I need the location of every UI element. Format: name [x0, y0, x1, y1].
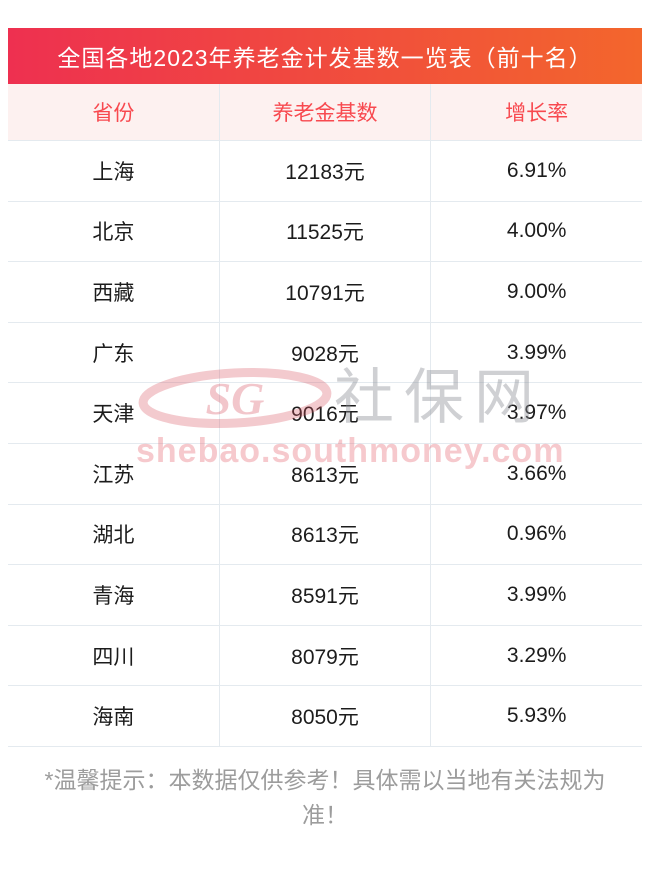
- cell-pension-base: 8079元: [218, 625, 431, 686]
- cell-pension-base: 8050元: [218, 686, 431, 746]
- cell-province: 广东: [92, 342, 135, 366]
- cell-growth-rate: 5.93%: [430, 686, 642, 746]
- table-row: 四川 8079元 3.29%: [8, 625, 642, 687]
- table-row: 海南 8050元 5.93%: [8, 686, 642, 747]
- table-row: 江苏 8613元 3.66%: [8, 443, 642, 505]
- pension-table-card: 全国各地2023年养老金计发基数一览表（前十名） 省份 养老金基数 增长率 上海…: [8, 28, 642, 833]
- cell-growth-rate: 3.66%: [430, 443, 642, 504]
- cell-province: 四川: [92, 645, 135, 669]
- table-body: 上海 12183元 6.91% 北京 11525元 4.00% 西藏 10791元 9.00% 广…: [8, 141, 642, 747]
- cell-growth-rate: 3.29%: [430, 625, 642, 686]
- cell-growth-rate: 0.96%: [430, 504, 642, 565]
- table-header-row: 省份 养老金基数 增长率: [8, 84, 642, 141]
- cell-growth-rate: 3.97%: [430, 383, 642, 443]
- table-row: 西藏 10791元 9.00%: [8, 262, 642, 323]
- cell-province: 海南: [92, 706, 135, 730]
- cell-pension-base: 12183元: [218, 141, 431, 201]
- header-pension-base: 养老金基数: [218, 84, 431, 140]
- table-row: 青海 8591元 3.99%: [8, 565, 642, 626]
- cell-growth-rate: 4.00%: [430, 201, 642, 262]
- cell-pension-base: 10791元: [218, 262, 431, 322]
- cell-pension-base: 8613元: [218, 504, 431, 565]
- cell-province: 天津: [92, 403, 135, 427]
- header-province: 省份: [92, 102, 135, 125]
- cell-province: 西藏: [92, 281, 135, 305]
- cell-pension-base: 11525元: [218, 201, 431, 262]
- table-row: 北京 11525元 4.00%: [8, 201, 642, 263]
- table-row: 上海 12183元 6.91%: [8, 141, 642, 202]
- cell-province: 江苏: [92, 463, 135, 487]
- cell-pension-base: 8613元: [218, 443, 431, 504]
- table-title: 全国各地2023年养老金计发基数一览表（前十名）: [57, 45, 593, 71]
- cell-growth-rate: 9.00%: [430, 262, 642, 322]
- cell-pension-base: 9028元: [218, 322, 431, 383]
- cell-pension-base: 8591元: [218, 565, 431, 625]
- cell-pension-base: 9016元: [218, 383, 431, 443]
- header-growth-rate: 增长率: [430, 84, 642, 140]
- cell-province: 北京: [92, 221, 135, 245]
- cell-growth-rate: 3.99%: [430, 322, 642, 383]
- footer-note: *温馨提示：本数据仅供参考！具体需以当地有关法规为准！: [44, 766, 606, 828]
- table-title-bar: 全国各地2023年养老金计发基数一览表（前十名）: [8, 28, 642, 84]
- cell-growth-rate: 6.91%: [430, 141, 642, 201]
- cell-growth-rate: 3.99%: [430, 565, 642, 625]
- cell-province: 湖北: [92, 524, 135, 548]
- cell-province: 上海: [92, 160, 135, 184]
- table-row: 天津 9016元 3.97%: [8, 383, 642, 444]
- cell-province: 青海: [92, 584, 135, 608]
- pension-table: 省份 养老金基数 增长率 上海 12183元 6.91% 北京 11525元 4.00% 西…: [8, 84, 642, 747]
- table-row: 湖北 8613元 0.96%: [8, 504, 642, 566]
- table-row: 广东 9028元 3.99%: [8, 322, 642, 384]
